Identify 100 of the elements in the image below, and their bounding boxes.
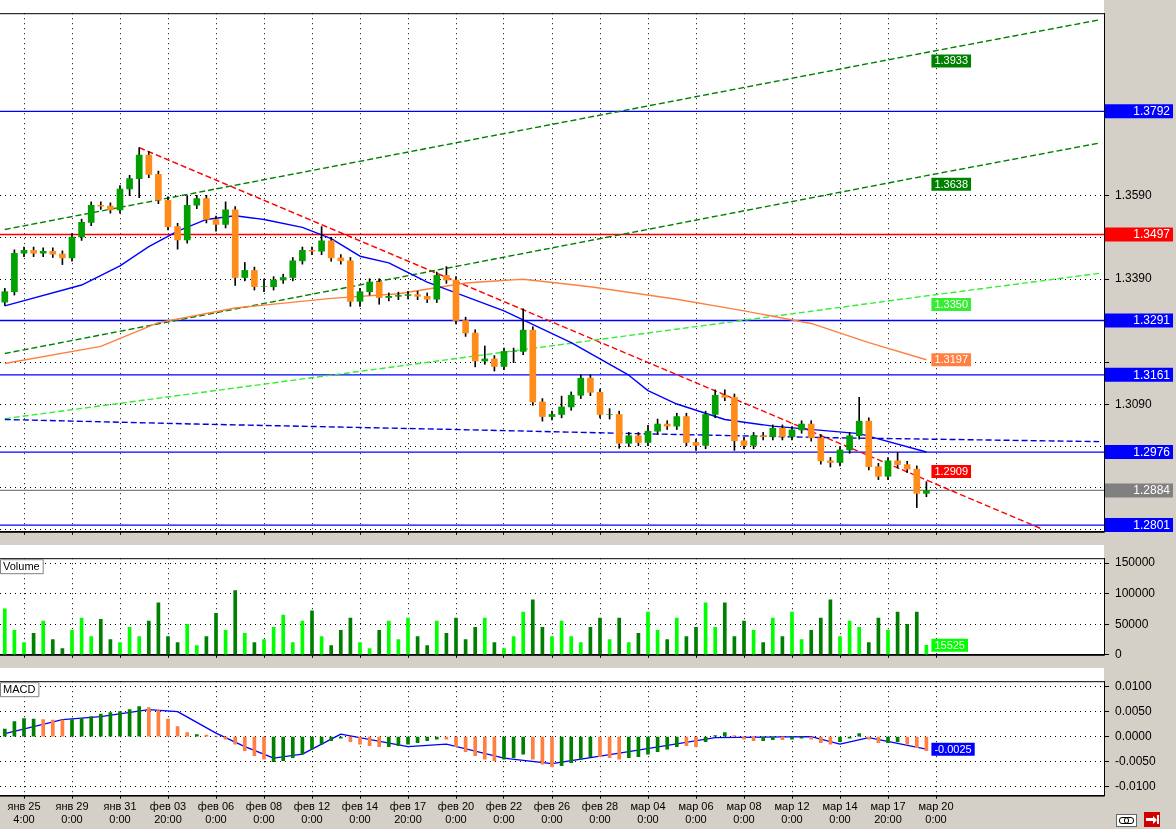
data-label: 1.3933 (934, 54, 969, 67)
bar (310, 736, 314, 750)
x-tick-label: фев 28 0:00 (581, 800, 619, 826)
bar (770, 617, 775, 655)
bar (194, 645, 199, 655)
bar (2, 728, 7, 737)
bar (550, 636, 554, 655)
bar (770, 736, 775, 740)
data-label: 1.2909 (934, 465, 969, 478)
bar (665, 736, 670, 750)
bar (473, 626, 478, 655)
x-tick-label: фев 03 20:00 (149, 800, 187, 826)
bar (50, 639, 55, 655)
x-tick-label: мар 14 0:00 (822, 800, 858, 826)
y-tick-label: 0 (1115, 647, 1122, 662)
bar (434, 620, 439, 655)
bar (242, 633, 247, 655)
bar (761, 642, 766, 655)
bar (233, 736, 238, 745)
data-label: 1.3197 (934, 353, 969, 366)
y-tick-label: 100000 (1115, 585, 1156, 600)
bar (406, 736, 410, 745)
bar (377, 630, 382, 655)
bar (473, 736, 478, 756)
bar (425, 645, 430, 655)
bar (358, 736, 362, 745)
x-tick-label: фев 26 0:00 (533, 800, 571, 826)
bar (386, 736, 391, 747)
data-label: 15525 (934, 638, 965, 651)
bar (722, 732, 727, 737)
x-tick-label: фев 20 0:00 (437, 800, 475, 826)
bar (137, 706, 142, 737)
x-tick-label: мар 08 0:00 (726, 800, 762, 826)
x-tick-label: янв 25 4:00 (7, 800, 41, 826)
bar (646, 736, 650, 755)
bar (118, 642, 122, 655)
ref-line-label: 1.3497 (1133, 227, 1171, 242)
bar (713, 626, 718, 655)
y-tick-label: 1.3590 (1115, 187, 1153, 202)
ref-line-label: 1.3291 (1133, 313, 1171, 328)
bar (166, 636, 170, 655)
bar (626, 642, 631, 655)
bar (482, 736, 487, 760)
bar (598, 617, 602, 655)
data-label: -0.0025 (934, 742, 972, 755)
bar (694, 626, 698, 655)
ref-line-label: 1.2884 (1133, 483, 1171, 498)
bar (521, 611, 526, 655)
bar (578, 642, 583, 655)
bar (530, 736, 535, 760)
bar (41, 719, 46, 737)
bar (310, 610, 314, 655)
bar (98, 713, 103, 737)
bar (905, 623, 910, 655)
bar (857, 626, 862, 655)
x-tick-label: мар 12 0:00 (774, 800, 810, 826)
x-tick-label: фев 06 0:00 (197, 800, 235, 826)
bar (617, 736, 622, 760)
bar (578, 736, 583, 760)
ref-line-label: 1.2801 (1133, 517, 1171, 532)
bar (866, 642, 871, 655)
x-tick-label: мар 04 0:00 (630, 800, 666, 826)
bar (722, 602, 727, 655)
bar (482, 617, 487, 655)
bar (646, 611, 650, 655)
x-tick-label: фев 17 20:00 (389, 800, 427, 826)
y-tick-label: 0.0050 (1115, 703, 1153, 718)
bar (281, 614, 286, 655)
y-tick-label: -0.0050 (1115, 753, 1157, 768)
bar (290, 736, 295, 758)
chart-title: MACD (3, 682, 36, 695)
bar (70, 719, 74, 737)
bar (290, 642, 295, 655)
ref-line-label: 1.3792 (1133, 104, 1171, 119)
bar (674, 736, 679, 747)
bar (425, 736, 430, 741)
bar (406, 617, 410, 655)
line-series (4, 418, 1100, 443)
bar (329, 645, 334, 655)
bar (22, 718, 26, 737)
x-tick-label: фев 22 0:00 (485, 800, 523, 826)
bar (530, 599, 535, 655)
bar (89, 716, 94, 737)
bar (914, 611, 919, 655)
y-tick-label: 150000 (1115, 555, 1156, 570)
bar (761, 736, 766, 741)
bar (818, 617, 823, 655)
y-tick-label: 1.3090 (1115, 396, 1153, 411)
bar (377, 736, 382, 747)
bar (905, 736, 910, 745)
bar (22, 642, 26, 655)
x-tick-label: мар 17 20:00 (870, 800, 906, 826)
data-label: 1.3350 (934, 297, 969, 310)
x-tick-label: янв 31 0:00 (103, 800, 137, 826)
bar (214, 612, 218, 655)
bar (502, 648, 506, 655)
y-tick-label: 0.0000 (1115, 728, 1153, 743)
bar (146, 620, 151, 655)
bar (329, 736, 334, 741)
bar (550, 736, 554, 767)
